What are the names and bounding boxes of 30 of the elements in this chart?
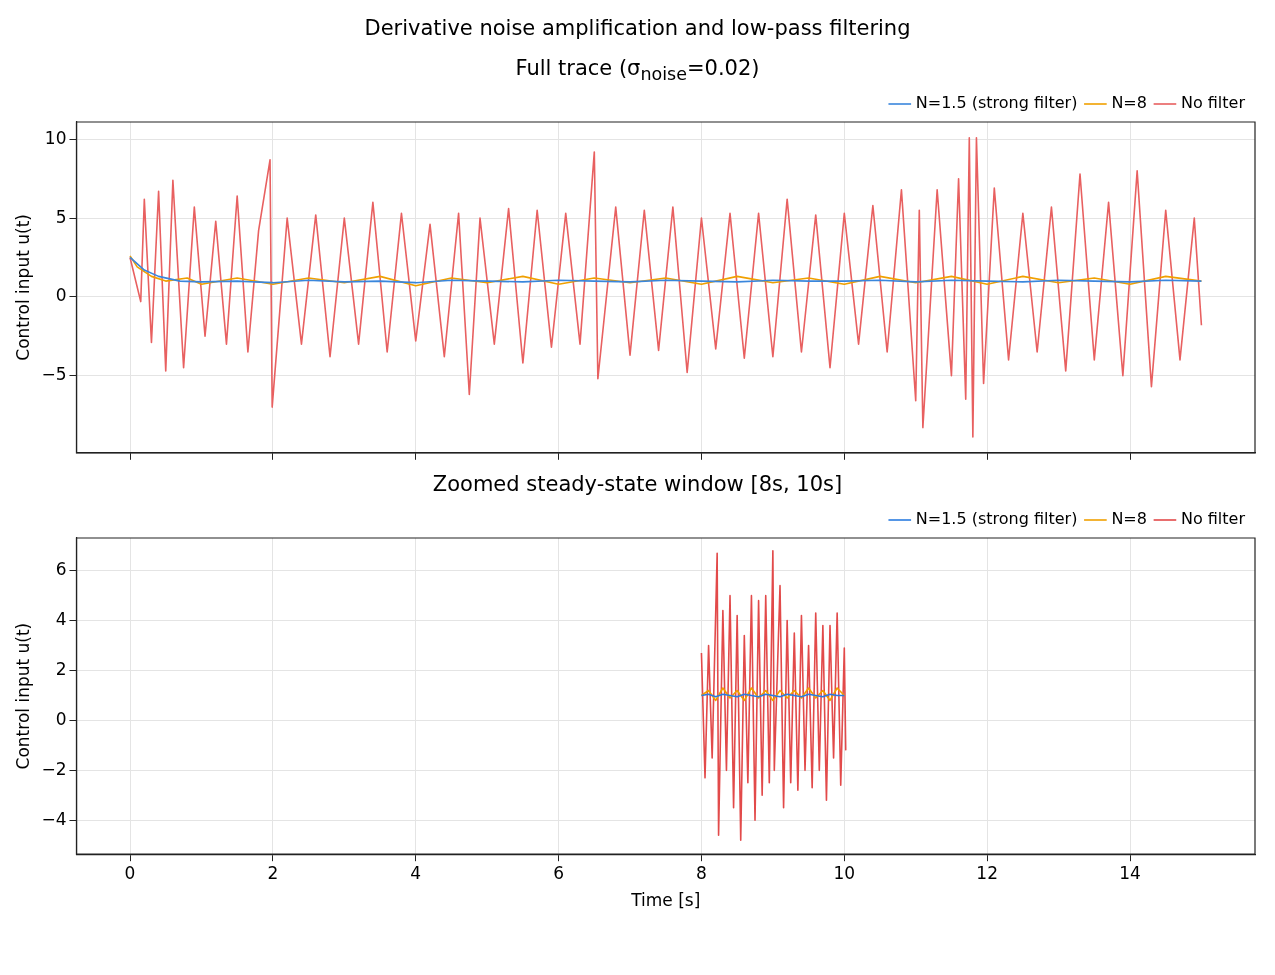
y-tick-label: 0 <box>55 708 67 729</box>
x-tick-label: 6 <box>553 862 564 883</box>
y-tick-label: 0 <box>55 285 67 306</box>
y-tick-label: 4 <box>55 609 67 630</box>
y-tick-label: 5 <box>55 206 67 227</box>
chart-title: Derivative noise amplification and low-pass filtering <box>363 15 912 42</box>
chart-title: Zoomed steady-state window [8s, 10s] <box>431 471 844 498</box>
y-axis-title: Control input u(t) <box>12 622 33 770</box>
x-tick-label: 2 <box>267 862 279 883</box>
y-tick-label: 6 <box>55 559 67 580</box>
x-tick-label: 12 <box>976 862 998 883</box>
legend-label: N=1.5 (strong filter) <box>915 93 1078 113</box>
chart-subtitle: Full trace (σ$_{noise}$=0.02) <box>514 55 761 86</box>
y-tick-label: −2 <box>41 758 67 779</box>
x-tick-label: 14 <box>1119 862 1141 883</box>
legend-label: No filter <box>1180 509 1246 529</box>
legend-label: N=1.5 (strong filter) <box>915 509 1078 529</box>
x-tick-label: 10 <box>833 862 856 883</box>
y-tick-label: −4 <box>41 808 67 829</box>
y-tick-label: −5 <box>41 364 67 385</box>
y-axis-title: Control input u(t) <box>12 214 33 361</box>
legend-label: N=8 <box>1111 93 1147 113</box>
legend-label: N=8 <box>1111 509 1147 529</box>
x-axis-title: Time [s] <box>630 890 701 911</box>
y-tick-label: 10 <box>44 127 67 148</box>
x-tick-label: 4 <box>410 862 422 883</box>
legend-label: No filter <box>1180 93 1246 113</box>
x-tick-label: 8 <box>696 862 707 883</box>
y-tick-label: 2 <box>55 658 67 679</box>
x-tick-label: 0 <box>124 862 136 883</box>
